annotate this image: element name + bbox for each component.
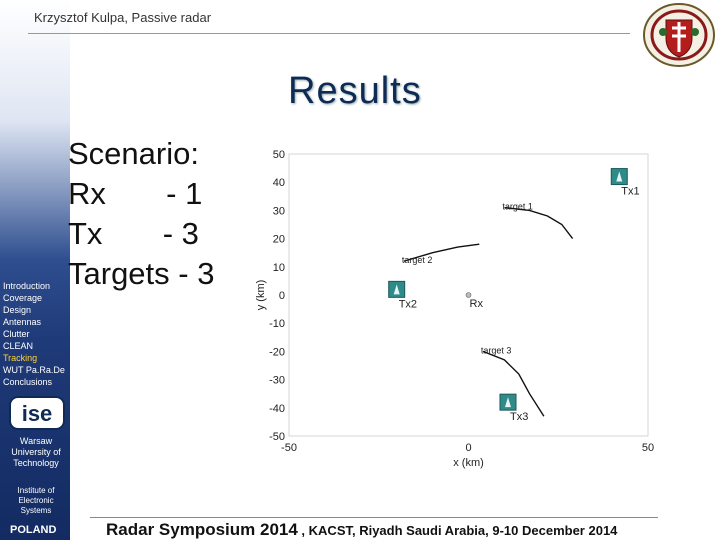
target-label: target 2 xyxy=(402,255,433,265)
transmitter-label: Tx1 xyxy=(621,186,639,198)
nav-item-design[interactable]: Design xyxy=(3,305,32,315)
y-axis-label: y (km) xyxy=(255,280,267,311)
x-axis-label: x (km) xyxy=(453,457,484,469)
university-crest-icon xyxy=(643,3,715,67)
nav-item-antennas[interactable]: Antennas xyxy=(3,317,42,327)
receiver-marker xyxy=(465,292,472,298)
target-track xyxy=(482,350,545,417)
y-tick-label: 20 xyxy=(273,234,285,246)
ise-logo-text: ise xyxy=(22,401,53,426)
antenna-mast xyxy=(393,284,400,295)
university-line: University of xyxy=(11,447,61,457)
x-tick-label: 0 xyxy=(465,442,471,454)
institute-name: Institute of Electronic Systems xyxy=(4,486,68,516)
target-track xyxy=(403,243,480,262)
sidebar xyxy=(0,0,70,540)
target-label: target 3 xyxy=(481,345,512,355)
scenario-map-chart: 50 40 30 20 10 0 -10 -20 -30 -40 -50-50 0 50 x (km) y … xyxy=(255,149,654,469)
footer-divider xyxy=(90,517,658,518)
header-divider xyxy=(28,33,630,34)
target-track xyxy=(504,206,574,240)
transmitter-label: Tx3 xyxy=(510,411,528,423)
y-tick-label: 10 xyxy=(273,262,285,274)
slide-title: Results xyxy=(288,70,422,112)
scenario-rx: Rx - 1 xyxy=(68,176,203,211)
y-tick-label: -20 xyxy=(269,346,285,358)
y-tick-label: 40 xyxy=(273,177,285,189)
nav-item-clutter[interactable]: Clutter xyxy=(3,329,30,339)
scenario-tx: Tx - 3 xyxy=(68,216,199,251)
scenario-text: Scenario: Rx - 1 Tx - 3 Targets - 3 xyxy=(68,134,214,294)
footer-event: Radar Symposium 2014 xyxy=(106,520,298,539)
y-tick-label: -10 xyxy=(269,318,285,330)
nav-item-conclusions[interactable]: Conclusions xyxy=(3,377,53,387)
x-tick-label: -50 xyxy=(281,442,297,454)
nav-item-introduction[interactable]: Introduction xyxy=(3,281,51,291)
nav-item-wut-parade[interactable]: WUT Pa.Ra.De xyxy=(3,365,65,375)
receiver-label: Rx xyxy=(470,298,484,310)
y-tick-label: 30 xyxy=(273,205,285,217)
university-line: Warsaw xyxy=(19,436,53,446)
y-tick-label: -30 xyxy=(269,375,285,387)
x-tick-label: 50 xyxy=(642,442,654,454)
nav-item-coverage[interactable]: Coverage xyxy=(3,293,43,303)
y-tick-label: 50 xyxy=(273,149,285,161)
institute-line: Systems xyxy=(20,506,52,515)
footer: Radar Symposium 2014 , KACST, Riyadh Sau… xyxy=(106,520,617,540)
footer-details: , KACST, Riyadh Saudi Arabia, 9-10 Decem… xyxy=(297,523,618,538)
sidebar-nav: Introduction Coverage Design Antennas Cl… xyxy=(3,280,65,388)
university-line: Technology xyxy=(13,458,59,468)
antenna-mast xyxy=(616,171,623,182)
scenario-heading: Scenario: xyxy=(68,136,199,171)
ise-logo-icon: ise xyxy=(9,396,65,430)
antenna-mast xyxy=(504,397,511,408)
target-label: target 1 xyxy=(502,202,533,212)
nav-item-clean[interactable]: CLEAN xyxy=(3,341,34,351)
institute-line: Institute of xyxy=(17,486,55,495)
y-tick-label: -50 xyxy=(269,431,285,443)
university-name: Warsaw University of Technology xyxy=(4,436,68,469)
transmitter-label: Tx2 xyxy=(399,298,417,310)
scenario-targets: Targets - 3 xyxy=(68,256,215,291)
institute-line: Electronic xyxy=(18,496,54,505)
nav-item-tracking[interactable]: Tracking xyxy=(3,353,38,363)
header-author: Krzysztof Kulpa, Passive radar xyxy=(34,10,212,25)
country-label: POLAND xyxy=(10,524,57,536)
y-tick-label: -40 xyxy=(269,403,285,415)
y-tick-label: 0 xyxy=(279,290,285,302)
